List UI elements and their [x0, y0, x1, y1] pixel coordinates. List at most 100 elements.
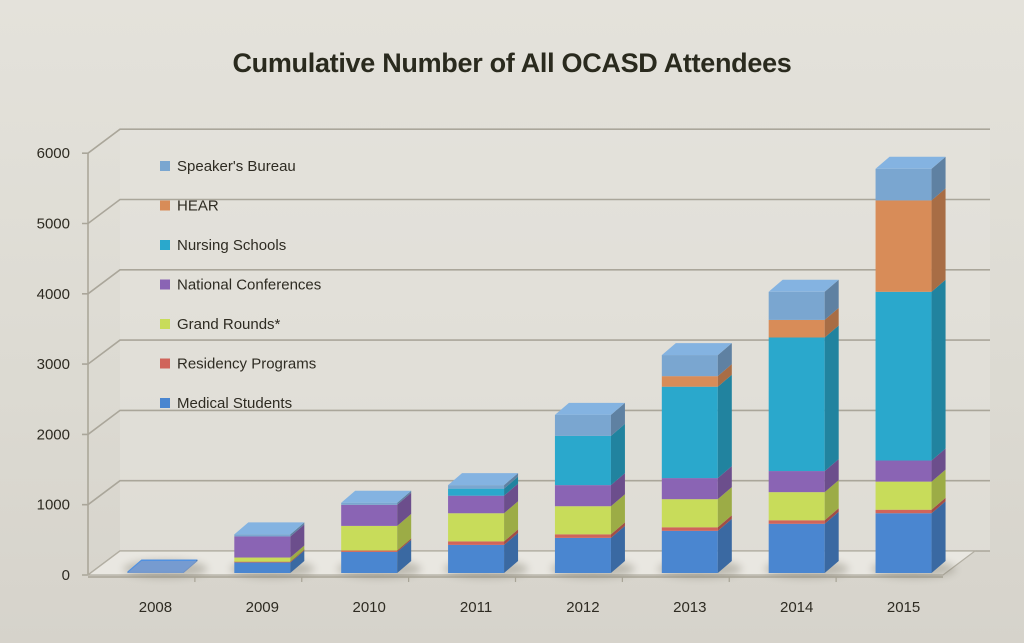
- x-tick-label: 2014: [780, 599, 813, 616]
- legend-swatch: [160, 200, 170, 211]
- bar-segment-medical-students: [341, 551, 398, 573]
- y-tick-label: 3000: [37, 356, 70, 373]
- bar-segment-speaker-s-bureau-side: [717, 343, 732, 377]
- gridline: [82, 339, 990, 365]
- legend-label: HEAR: [177, 198, 219, 215]
- bar-segment-speaker-s-bureau-side: [931, 156, 946, 201]
- bar-segment-residency-programs-side: [824, 508, 839, 524]
- bar-segment-hear-side: [824, 307, 839, 338]
- legend-swatch: [160, 398, 170, 408]
- legend-swatch: [160, 358, 170, 369]
- bar-segment-residency-programs: [661, 527, 718, 531]
- y-tick-label: 0: [62, 567, 70, 584]
- bar-segment-speaker-s-bureau-side: [610, 402, 625, 436]
- legend-swatch: [160, 279, 170, 290]
- bar-segment-residency-programs: [448, 541, 505, 545]
- y-tick-label: 4000: [37, 286, 70, 303]
- bar-segment-nursing-schools: [661, 386, 718, 479]
- bar-segment-grand-rounds-side: [290, 545, 305, 562]
- bar-segment-speaker-s-bureau-top: [234, 522, 305, 535]
- y-tick-label: 2000: [37, 426, 70, 443]
- bar-segment-speaker-s-bureau-top: [661, 343, 732, 356]
- bar-segment-speaker-s-bureau-top: [448, 473, 519, 486]
- chart-title: Cumulative Number of All OCASD Attendees: [232, 48, 792, 78]
- bar-segment-grand-rounds: [448, 513, 505, 542]
- bar-segment-national-conferences-side: [290, 524, 305, 558]
- bar-segment-nursing-schools-side: [504, 476, 519, 496]
- bar-segment-medical-students-side: [824, 511, 839, 573]
- bar-segment-nursing-schools-side: [610, 423, 625, 486]
- bar-stack: [764, 279, 849, 578]
- bar-segment-speaker-s-bureau: [768, 291, 825, 320]
- bar-segment-grand-rounds: [661, 499, 718, 528]
- bar-segment-medical-students-side: [504, 532, 519, 573]
- bar-segment-speaker-s-bureau-top: [554, 402, 625, 415]
- bar-segment-speaker-s-bureau-top: [341, 490, 412, 503]
- bar-segment-national-conferences-side: [931, 448, 946, 482]
- bar-stack: [123, 559, 208, 578]
- bar-segment-nursing-schools: [768, 337, 825, 472]
- bar-segment-residency-programs: [554, 534, 611, 538]
- legend-item: Medical Students: [160, 395, 292, 412]
- bar-segment-residency-programs-side: [931, 497, 946, 514]
- bar-segment-national-conferences: [234, 536, 291, 558]
- bar-segment-speaker-s-bureau: [554, 414, 611, 436]
- bar-segment-speaker-s-bureau: [341, 502, 398, 505]
- bar-segment-national-conferences-side: [610, 473, 625, 507]
- x-tick-label: 2009: [246, 599, 279, 616]
- bar-segment-speaker-s-bureau-top: [875, 156, 946, 169]
- bar-segment-medical-students-side: [290, 550, 305, 573]
- bar-segment-national-conferences-side: [717, 466, 732, 500]
- bar-segment-medical-students-side: [717, 518, 732, 573]
- legend-swatch: [160, 319, 170, 329]
- bar-segment-grand-rounds-side: [610, 494, 625, 535]
- bar-segment-nursing-schools-side: [717, 374, 732, 479]
- legend-label: Nursing Schools: [177, 237, 286, 254]
- bar-stack: [444, 473, 529, 578]
- bar-segment-national-conferences: [554, 485, 611, 507]
- gridline: [82, 198, 990, 225]
- bar-segment-grand-rounds-side: [931, 469, 946, 510]
- gridline: [82, 268, 990, 295]
- gridline: [82, 409, 990, 436]
- legend-label: Medical Students: [177, 395, 292, 412]
- bar-segment-speaker-s-bureau-side: [397, 490, 412, 505]
- bar-stack: [230, 522, 315, 578]
- bar-segment-national-conferences: [341, 504, 398, 526]
- bar-segment-hear-side: [931, 188, 946, 292]
- bar-segment-residency-programs-side: [397, 538, 412, 552]
- bar-segment-nursing-schools: [875, 291, 932, 461]
- bar-segment-speaker-s-bureau: [661, 355, 718, 377]
- bar-segment-speaker-s-bureau-side: [290, 522, 305, 537]
- bar-segment-residency-programs: [341, 550, 398, 552]
- bar-segment-national-conferences: [768, 471, 825, 493]
- bar-stack: [550, 402, 635, 578]
- bar-segment-national-conferences-side: [504, 483, 519, 514]
- legend-item: Nursing Schools: [160, 237, 286, 254]
- bar-segment-medical-students-side: [397, 539, 412, 573]
- bar-segment-hear: [875, 200, 932, 292]
- legend-swatch: [160, 240, 170, 250]
- bar-segment-national-conferences: [661, 478, 718, 500]
- bar-segment-medical-students: [448, 544, 505, 573]
- bar-segment-medical-students: [661, 530, 718, 573]
- y-tick-label: 5000: [37, 216, 70, 233]
- bar-segment-grand-rounds-side: [717, 487, 732, 528]
- bar-segment-medical-students-side: [931, 501, 946, 573]
- bar-segment-speaker-s-bureau-side: [504, 473, 519, 489]
- bar-segment-speaker-s-bureau-top: [768, 279, 839, 292]
- bar-segment-grand-rounds-side: [824, 480, 839, 521]
- legend-label: Speaker's Bureau: [177, 158, 296, 175]
- y-tick-label: 6000: [37, 145, 70, 162]
- bar-segment-medical-students: [234, 562, 291, 573]
- bar-segment-grand-rounds: [341, 525, 398, 551]
- x-tick-label: 2012: [566, 599, 599, 616]
- bar-segment-medical-students-side: [610, 525, 625, 573]
- bar-segment-hear: [768, 319, 825, 338]
- bar-segment-residency-programs-side: [504, 529, 519, 545]
- legend-label: National Conferences: [177, 277, 321, 294]
- y-tick-label: 1000: [37, 497, 70, 514]
- bar-segment-nursing-schools-side: [931, 279, 946, 461]
- bar-segment-grand-rounds: [554, 506, 611, 535]
